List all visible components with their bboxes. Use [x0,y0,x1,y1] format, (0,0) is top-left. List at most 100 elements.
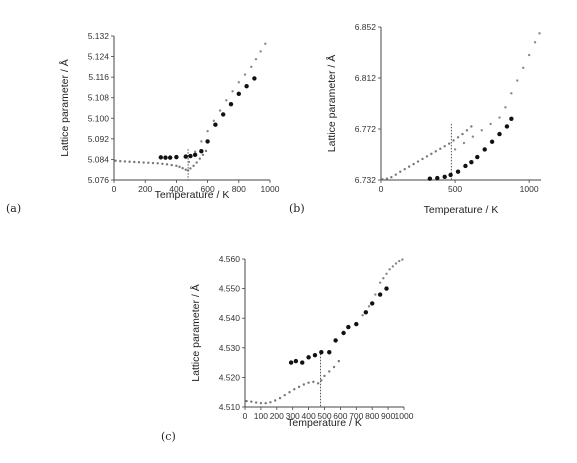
data-point [378,281,382,284]
data-point [204,149,208,153]
data-point [421,157,424,161]
data-point [328,370,331,373]
panel-label: (c) [161,430,176,443]
data-point [447,142,451,145]
data-point [361,314,364,317]
y-tick-label: 4.510 [219,402,241,412]
y-tick-label: 6.852 [355,22,377,32]
data-point [156,162,159,165]
data-point [435,175,440,181]
data-point [128,160,131,163]
data-point [394,173,398,176]
y-tick-label: 5.084 [88,154,110,164]
data-point [178,165,181,169]
data-point [391,265,395,268]
data-point [243,73,247,76]
x-tick-label: 700 [349,411,363,421]
data-point [236,91,241,97]
data-series [453,32,541,151]
data-point [221,112,226,117]
data-point [337,359,341,363]
data-point [133,160,136,164]
data-point [151,161,155,165]
data-point [385,272,388,275]
data-point [193,150,197,153]
x-tick-label: 600 [333,411,347,421]
data-point [264,401,267,405]
data-point [184,168,187,171]
y-tick-label: 6.812 [355,73,377,83]
x-tick-label: 800 [232,184,246,194]
data-point [147,161,150,164]
data-point [250,65,253,69]
data-point [269,401,272,404]
data-point [195,161,198,164]
data-point [480,129,483,132]
data-point [489,122,492,126]
data-point [225,99,228,102]
data-point [516,79,519,82]
data-point [250,400,253,403]
data-point [354,321,359,327]
x-tick-label: 0 [379,184,384,194]
x-tick-label: 0 [243,411,248,421]
data-point [114,159,117,162]
data-series [381,125,473,181]
x-tick-label: 800 [365,411,379,421]
y-tick-label: 5.124 [88,52,110,62]
data-point [504,106,507,109]
data-point [489,139,495,144]
data-point [461,132,464,136]
data-point [456,136,460,139]
data-point [367,305,371,308]
data-point [119,160,122,163]
data-point [463,163,468,169]
data-point [363,310,369,315]
data-point [259,50,262,53]
data-point [183,154,188,159]
data-series [427,116,514,181]
data-point [381,178,384,181]
data-point [163,155,168,160]
data-point [161,162,164,165]
chart-panel: 0 200 400 600 800 1000 5.076 5.084 5.092 5.100 5.1… [6,31,280,215]
panel-label: (b) [289,202,305,215]
data-point [385,177,389,180]
x-tick-label: 600 [201,184,215,194]
x-tick-label: 400 [302,411,316,421]
data-point [498,116,501,119]
x-tick-label: 500 [448,184,462,194]
data-point [137,161,141,164]
data-point [434,150,438,153]
x-axis-label: Temperature / K [155,189,230,201]
data-point [254,401,258,404]
data-point [497,131,502,137]
data-point [198,157,201,160]
data-point [390,175,393,179]
data-point [327,350,332,355]
y-tick-label: 4.540 [219,313,241,323]
data-point [252,76,257,81]
data-point [302,383,306,386]
data-point [394,262,398,265]
x-tick-label: 1000 [395,411,414,421]
data-point [278,396,282,400]
data-point [412,162,415,166]
data-point [174,154,179,160]
y-tick-label: 4.520 [219,372,241,382]
data-series [288,286,389,365]
data-point [430,152,433,156]
data-point [306,355,311,360]
x-tick-label: 900 [381,411,395,421]
data-point [192,152,198,157]
data-point [388,268,391,271]
y-tick-label: 5.132 [88,31,110,41]
data-point [199,149,204,154]
data-point [319,350,324,355]
data-point [142,161,145,164]
x-tick-label: 1000 [261,184,280,194]
data-point [244,83,249,89]
x-tick-label: 300 [286,411,300,421]
data-point [510,92,513,95]
data-point [165,163,169,166]
